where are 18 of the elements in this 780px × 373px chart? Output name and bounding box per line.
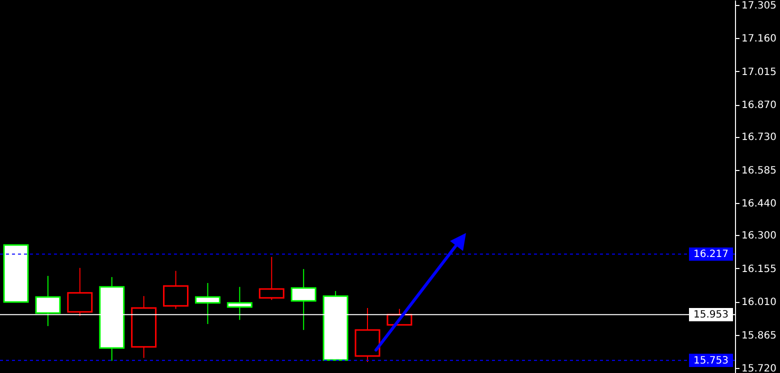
y-tick-label: 15.865 [742, 330, 776, 342]
candlestick [163, 270, 188, 310]
ref-line-label: 15.953 [694, 310, 728, 321]
y-tick-label: 16.730 [742, 132, 776, 144]
y-tick-label: 15.720 [742, 363, 776, 373]
y-tick-label: 17.160 [742, 34, 776, 45]
y-tick-label: 17.305 [742, 0, 776, 12]
y-tick-label: 16.870 [742, 100, 776, 112]
candlestick [258, 256, 284, 300]
ref-line-label: 15.753 [694, 355, 728, 366]
y-tick-label: 16.155 [742, 264, 776, 275]
y-tick-label: 16.010 [742, 297, 776, 308]
ref-line-label: 16.217 [694, 249, 728, 260]
y-tick-label: 16.300 [742, 230, 776, 242]
y-tick-label: 17.015 [742, 66, 776, 78]
candlestick [67, 267, 93, 316]
y-tick-label: 16.440 [742, 198, 776, 210]
y-tick-label: 16.585 [742, 165, 776, 176]
